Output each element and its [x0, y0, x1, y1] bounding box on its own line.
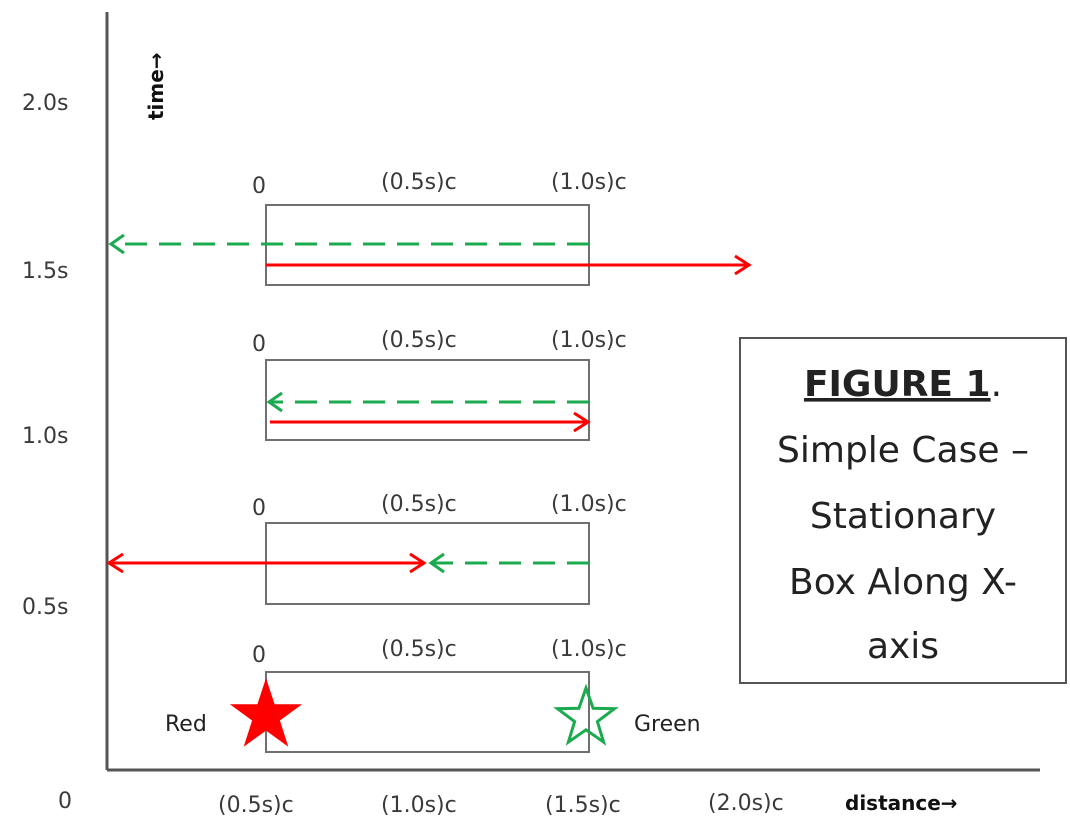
- y-tick-1-0s: 1.0s: [22, 424, 68, 449]
- caption-line-4: axis: [867, 626, 939, 667]
- x-axis-name: distance→: [845, 791, 958, 815]
- green-star-icon: [553, 683, 619, 746]
- x-tick-1-5s-c: (1.5s)c: [545, 793, 621, 818]
- box-label-half: (0.5s)c: [381, 328, 457, 353]
- box-label-one: (1.0s)c: [551, 328, 627, 353]
- green-arrowhead: [428, 552, 445, 574]
- y-tick-1-5s: 1.5s: [22, 259, 68, 284]
- y-tick-2-0s: 2.0s: [22, 91, 68, 116]
- box-row-1-0s: 0 (0.5s)c (1.0s)c: [252, 328, 627, 441]
- box-label-half: (0.5s)c: [381, 637, 457, 662]
- green-arrowhead: [108, 233, 125, 255]
- red-arrowhead: [734, 254, 752, 276]
- box-label-half: (0.5s)c: [381, 170, 457, 195]
- red-arrowhead-right: [409, 552, 427, 574]
- box: [265, 671, 590, 753]
- red-star-icon: [229, 678, 303, 747]
- x-tick-0-5s-c: (0.5s)c: [218, 793, 294, 818]
- caption-title: FIGURE 1: [804, 364, 991, 405]
- caption-title-suffix: .: [991, 364, 1002, 405]
- box-label-one: (1.0s)c: [551, 170, 627, 195]
- caption-line-3: Box Along X-: [789, 562, 1017, 603]
- caption-title-line: FIGURE 1.: [804, 364, 1002, 405]
- box-label-zero: 0: [252, 332, 266, 357]
- box: [265, 359, 590, 441]
- box-label-zero: 0: [252, 496, 266, 521]
- red-arrowhead-left: [106, 552, 124, 574]
- box-row-0s: 0 (0.5s)c (1.0s)c Red Green: [165, 637, 701, 753]
- caption-line-1: Simple Case –: [777, 430, 1029, 471]
- origin-label: 0: [58, 789, 72, 814]
- box-label-zero: 0: [252, 174, 266, 199]
- caption-box: [739, 337, 1067, 684]
- box-label-zero: 0: [252, 643, 266, 668]
- box-label-one: (1.0s)c: [551, 637, 627, 662]
- red-arrowhead: [573, 411, 591, 433]
- x-tick-1-0s-c: (1.0s)c: [381, 793, 457, 818]
- box-label-half: (0.5s)c: [381, 492, 457, 517]
- figure-caption: FIGURE 1. Simple Case – Stationary Box A…: [739, 337, 1067, 684]
- red-label: Red: [165, 712, 207, 737]
- y-tick-0-5s: 0.5s: [22, 595, 68, 620]
- box-label-one: (1.0s)c: [551, 492, 627, 517]
- box-row-0-5s: 0 (0.5s)c (1.0s)c: [106, 492, 627, 605]
- green-label: Green: [634, 712, 701, 737]
- y-axis-name: time→: [144, 52, 168, 120]
- green-arrowhead: [266, 391, 283, 413]
- x-tick-2-0s-c: (2.0s)c: [708, 791, 784, 816]
- box-row-1-5s: 0 (0.5s)c (1.0s)c: [108, 170, 752, 286]
- caption-line-2: Stationary: [810, 496, 996, 537]
